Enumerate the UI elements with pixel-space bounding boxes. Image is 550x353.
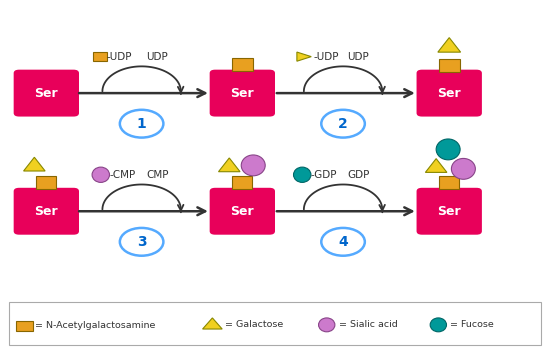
Ellipse shape [452,158,475,179]
FancyBboxPatch shape [439,176,459,189]
Ellipse shape [294,167,311,183]
FancyBboxPatch shape [14,70,79,116]
Text: -UDP: -UDP [314,52,339,62]
FancyBboxPatch shape [232,176,252,189]
Text: Ser: Ser [230,205,254,218]
Text: = N-Acetylgalactosamine: = N-Acetylgalactosamine [35,321,156,330]
FancyBboxPatch shape [36,176,57,189]
Polygon shape [218,158,240,172]
FancyBboxPatch shape [210,188,275,235]
FancyBboxPatch shape [232,58,253,71]
Ellipse shape [318,318,335,332]
Text: Ser: Ser [437,86,461,100]
FancyBboxPatch shape [210,70,275,116]
Polygon shape [425,158,447,172]
Text: -GDP: -GDP [311,170,338,180]
Polygon shape [202,318,222,329]
Text: -CMP: -CMP [109,170,136,180]
Text: UDP: UDP [348,52,369,62]
Text: -UDP: -UDP [107,52,132,62]
FancyBboxPatch shape [416,188,482,235]
FancyBboxPatch shape [416,70,482,116]
Text: 4: 4 [338,235,348,249]
Text: = Sialic acid: = Sialic acid [339,321,398,329]
Text: CMP: CMP [146,170,168,180]
Text: Ser: Ser [437,205,461,218]
Text: UDP: UDP [146,52,168,62]
Text: = Galactose: = Galactose [226,321,284,329]
Polygon shape [297,52,311,61]
Ellipse shape [430,318,447,332]
Text: = Fucose: = Fucose [450,321,494,329]
Text: 1: 1 [137,117,146,131]
FancyBboxPatch shape [16,321,32,331]
Text: Ser: Ser [35,205,58,218]
Text: 3: 3 [137,235,146,249]
Text: Ser: Ser [230,86,254,100]
Polygon shape [24,157,45,171]
Text: GDP: GDP [348,170,370,180]
FancyBboxPatch shape [14,188,79,235]
Ellipse shape [92,167,109,183]
Text: Ser: Ser [35,86,58,100]
Polygon shape [438,38,460,52]
Ellipse shape [436,139,460,160]
Ellipse shape [241,155,265,176]
Text: 2: 2 [338,117,348,131]
FancyBboxPatch shape [438,59,460,72]
FancyBboxPatch shape [92,52,107,61]
